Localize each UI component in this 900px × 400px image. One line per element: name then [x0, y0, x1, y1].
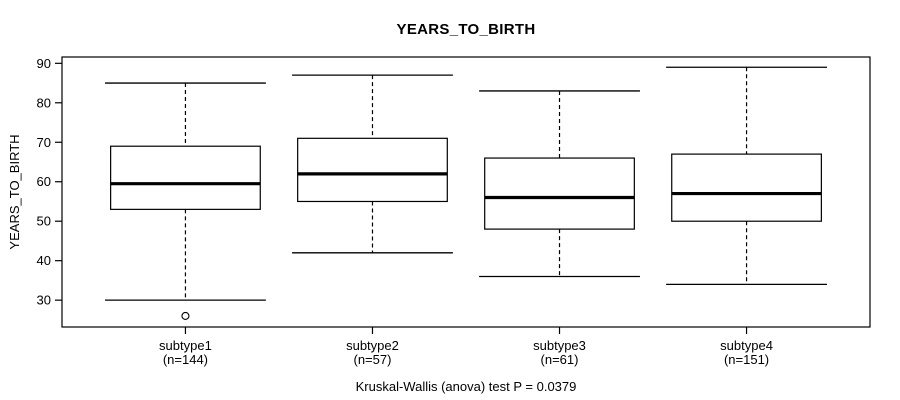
y-axis-label: YEARS_TO_BIRTH	[7, 134, 22, 249]
y-tick-label: 60	[37, 174, 51, 189]
iqr-box-subtype3	[484, 157, 635, 230]
x-tick-sublabel-subtype2: (n=57)	[354, 352, 392, 367]
x-tick-sublabel-subtype1: (n=144)	[163, 352, 208, 367]
y-tick-label: 70	[37, 135, 51, 150]
outlier-point-subtype1	[181, 311, 190, 320]
iqr-box-subtype2	[297, 137, 448, 203]
y-tick-label: 90	[37, 56, 51, 71]
x-tick-label-subtype1: subtype1	[159, 338, 212, 353]
chart-title: YEARS_TO_BIRTH	[397, 21, 536, 38]
plot-area: 30405060708090subtype1(n=144)subtype2(n=…	[37, 56, 827, 367]
y-tick-label: 40	[37, 253, 51, 268]
y-tick-label: 30	[37, 293, 51, 308]
stat-test-caption: Kruskal-Wallis (anova) test P = 0.0379	[356, 379, 577, 394]
iqr-box-subtype1	[110, 145, 261, 210]
x-tick-sublabel-subtype3: (n=61)	[541, 352, 579, 367]
y-tick-label: 50	[37, 214, 51, 229]
x-tick-label-subtype2: subtype2	[346, 338, 399, 353]
x-tick-label-subtype3: subtype3	[533, 338, 586, 353]
x-tick-sublabel-subtype4: (n=151)	[724, 352, 769, 367]
iqr-box-subtype4	[671, 153, 822, 222]
x-tick-label-subtype4: subtype4	[720, 338, 773, 353]
y-tick-label: 80	[37, 95, 51, 110]
